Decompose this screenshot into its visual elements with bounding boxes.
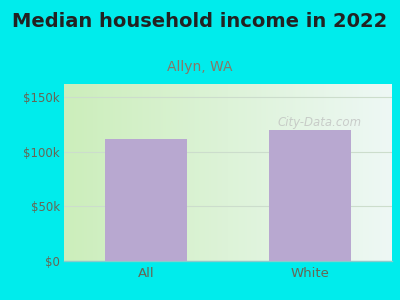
Bar xyxy=(105,139,187,261)
Bar xyxy=(269,130,351,261)
Text: Allyn, WA: Allyn, WA xyxy=(167,60,233,74)
Text: Median household income in 2022: Median household income in 2022 xyxy=(12,12,388,31)
Text: City-Data.com: City-Data.com xyxy=(278,116,362,129)
